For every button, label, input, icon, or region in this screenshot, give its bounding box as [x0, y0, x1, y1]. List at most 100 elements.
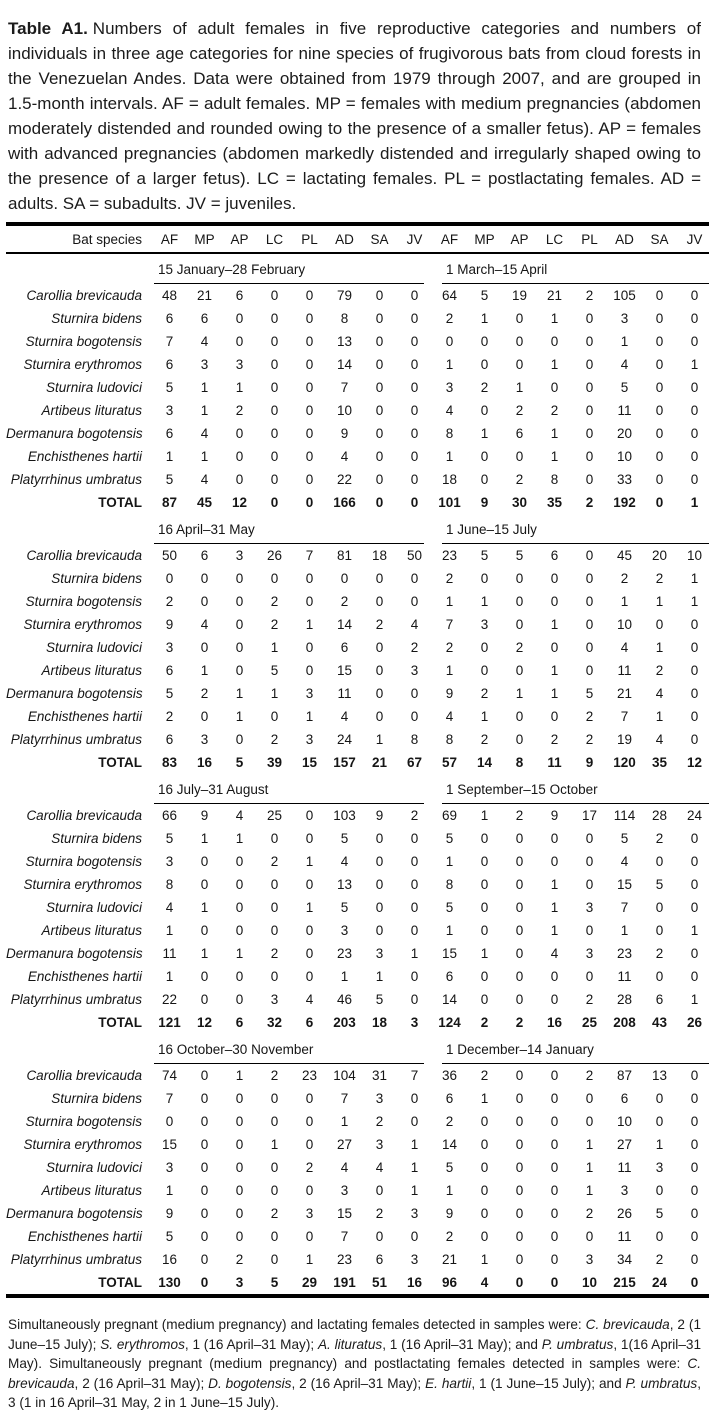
total-cell: 0: [270, 495, 279, 510]
species-name: Sturnira bidens: [51, 311, 142, 326]
total-cell: 6: [235, 1015, 244, 1030]
period-label-right: 1 March–15 April: [442, 262, 709, 284]
count-cell: 0: [515, 617, 524, 632]
count-cell: 2: [550, 732, 559, 747]
count-cell: 11: [162, 946, 177, 961]
count-cell: 9: [165, 1206, 174, 1221]
count-cell: 1: [305, 900, 314, 915]
count-cell: 6: [165, 311, 174, 326]
count-cell: 0: [235, 449, 244, 464]
count-cell: 0: [200, 1068, 209, 1083]
count-cell: 1: [550, 311, 559, 326]
count-cell: 0: [410, 709, 419, 724]
count-cell: 0: [515, 831, 524, 846]
count-cell: 2: [445, 640, 454, 655]
count-cell: 6: [445, 969, 454, 984]
count-cell: 0: [270, 831, 279, 846]
count-cell: 0: [655, 426, 664, 441]
count-cell: 1: [375, 969, 384, 984]
count-cell: 2: [655, 1252, 664, 1267]
count-cell: 3: [410, 1206, 419, 1221]
count-cell: 6: [515, 426, 524, 441]
count-cell: 0: [585, 640, 594, 655]
species-name: Artibeus lituratus: [41, 403, 142, 418]
species-name: Sturnira erythromos: [23, 1137, 142, 1152]
count-cell: 1: [410, 1183, 419, 1198]
total-cell: 2: [515, 1015, 524, 1030]
count-cell: 3: [480, 617, 489, 632]
count-cell: 8: [410, 732, 419, 747]
count-cell: 2: [515, 640, 524, 655]
count-cell: 0: [550, 334, 559, 349]
count-cell: 0: [305, 334, 314, 349]
count-cell: 0: [690, 1091, 699, 1106]
total-cell: 101: [438, 495, 461, 510]
count-cell: 1: [270, 686, 279, 701]
count-cell: 2: [550, 403, 559, 418]
count-cell: 0: [690, 1160, 699, 1175]
count-cell: 0: [235, 1137, 244, 1152]
count-cell: 1: [550, 663, 559, 678]
count-cell: 0: [690, 640, 699, 655]
count-cell: 19: [616, 732, 633, 747]
count-cell: 0: [410, 334, 419, 349]
count-cell: 0: [235, 969, 244, 984]
count-cell: 14: [336, 617, 353, 632]
count-cell: 2: [270, 1068, 279, 1083]
total-row: TOTAL 130 0 3 5 29 191 51 16 96 4 0 0 10 215 24 0: [6, 1271, 709, 1296]
species-name: Enchisthenes hartii: [27, 449, 142, 464]
count-cell: 0: [480, 992, 489, 1007]
count-cell: 3: [585, 900, 594, 915]
count-cell: 5: [480, 288, 489, 303]
species-row: Enchisthenes hartii 5 0 0 0 0 7 0 0 2 0 0 0 0 11 0 0: [6, 1225, 709, 1248]
count-cell: 0: [375, 334, 384, 349]
table-body: 15 January–28 February 1 March–15 April Ca…: [6, 253, 709, 1296]
count-cell: 2: [270, 617, 279, 632]
total-cell: 39: [266, 755, 283, 770]
total-cell: 11: [547, 755, 562, 770]
footnote-text: , 2 (16 April–31 May);: [74, 1375, 209, 1391]
count-cell: 5: [340, 900, 349, 915]
count-cell: 0: [655, 1091, 664, 1106]
count-cell: 0: [480, 1229, 489, 1244]
species-row: Sturnira bidens 5 1 1 0 0 5 0 0 5 0 0 0 0 5 2 0: [6, 827, 709, 850]
count-cell: 2: [655, 663, 664, 678]
period-row-3: 16 July–31 August 1 September–15 October: [6, 774, 709, 804]
species-row: Sturnira bidens 7 0 0 0 0 7 3 0 6 1 0 0 0 6 0 0: [6, 1087, 709, 1110]
count-cell: 2: [200, 686, 209, 701]
count-cell: 0: [270, 288, 279, 303]
count-cell: 1: [200, 403, 209, 418]
count-cell: 1: [620, 334, 629, 349]
count-cell: 2: [445, 1114, 454, 1129]
period-label-right: 1 December–14 January: [442, 1042, 709, 1064]
total-row: TOTAL 121 12 6 32 6 203 18 3 124 2 2 16 25 208 43 26: [6, 1011, 709, 1034]
count-cell: 15: [616, 877, 633, 892]
count-cell: 0: [655, 923, 664, 938]
count-cell: 0: [480, 831, 489, 846]
count-cell: 0: [550, 1114, 559, 1129]
period-row-spacer: [6, 1034, 152, 1064]
count-cell: 7: [340, 1229, 349, 1244]
count-cell: 0: [515, 357, 524, 372]
count-cell: 9: [445, 686, 454, 701]
count-cell: 0: [480, 571, 489, 586]
count-cell: 3: [410, 1252, 419, 1267]
period-row-4: 16 October–30 November 1 December–14 Janu…: [6, 1034, 709, 1064]
count-cell: 0: [585, 1229, 594, 1244]
period-label-left: 16 October–30 November: [154, 1042, 424, 1064]
count-cell: 2: [375, 1114, 384, 1129]
count-cell: 10: [616, 617, 633, 632]
count-cell: 0: [270, 380, 279, 395]
count-cell: 0: [270, 571, 279, 586]
count-cell: 1: [550, 900, 559, 915]
count-cell: 50: [161, 548, 178, 563]
period-row-spacer: [6, 253, 152, 284]
count-cell: 7: [165, 1091, 174, 1106]
count-cell: 8: [445, 877, 454, 892]
count-cell: 0: [690, 449, 699, 464]
count-cell: 0: [235, 854, 244, 869]
count-cell: 0: [585, 969, 594, 984]
total-cell: 9: [480, 495, 489, 510]
period-cell-left: 16 July–31 August: [152, 774, 432, 804]
count-cell: 0: [550, 992, 559, 1007]
